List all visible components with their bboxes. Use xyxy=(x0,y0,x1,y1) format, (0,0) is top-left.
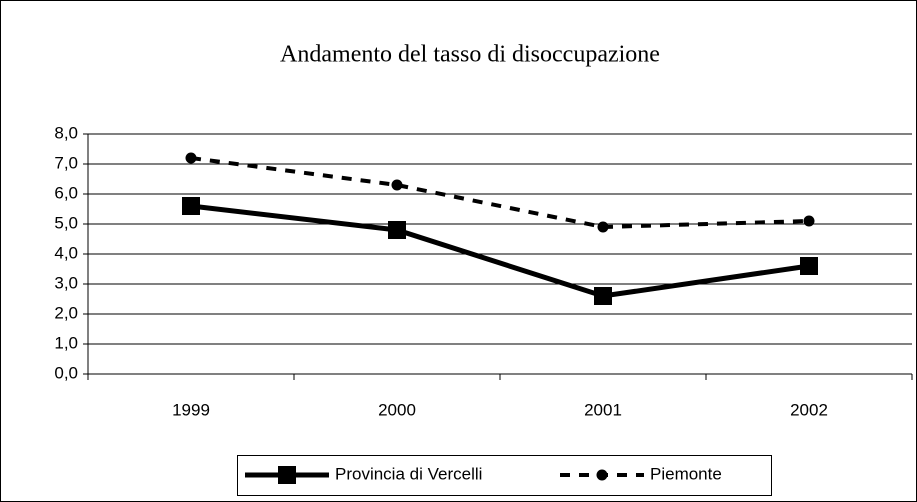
data-point xyxy=(803,215,815,227)
legend-marker xyxy=(278,466,296,484)
y-tick-label: 4,0 xyxy=(54,243,78,262)
x-tick-label: 2001 xyxy=(584,400,622,419)
legend-marker xyxy=(596,469,608,481)
legend-label: Piemonte xyxy=(650,464,722,483)
y-tick-label: 7,0 xyxy=(54,153,78,172)
x-tick-label: 2000 xyxy=(378,400,416,419)
data-point xyxy=(597,221,609,233)
y-tick-label: 3,0 xyxy=(54,273,78,292)
y-tick-label: 8,0 xyxy=(54,123,78,142)
y-tick-label: 5,0 xyxy=(54,213,78,232)
chart-title: Andamento del tasso di disoccupazione xyxy=(280,42,660,68)
data-point xyxy=(185,152,197,164)
data-point xyxy=(182,197,200,215)
x-tick-label: 2002 xyxy=(790,400,828,419)
y-tick-label: 1,0 xyxy=(54,333,78,352)
data-point xyxy=(391,179,403,191)
series-line xyxy=(190,156,810,230)
x-tick-label: 1999 xyxy=(172,400,210,419)
series-line xyxy=(190,203,810,299)
y-tick-label: 6,0 xyxy=(54,183,78,202)
data-point xyxy=(594,287,612,305)
data-point xyxy=(388,221,406,239)
legend-label: Provincia di Vercelli xyxy=(335,464,482,483)
data-point xyxy=(800,257,818,275)
y-tick-label: 0,0 xyxy=(54,363,78,382)
y-tick-label: 2,0 xyxy=(54,303,78,322)
